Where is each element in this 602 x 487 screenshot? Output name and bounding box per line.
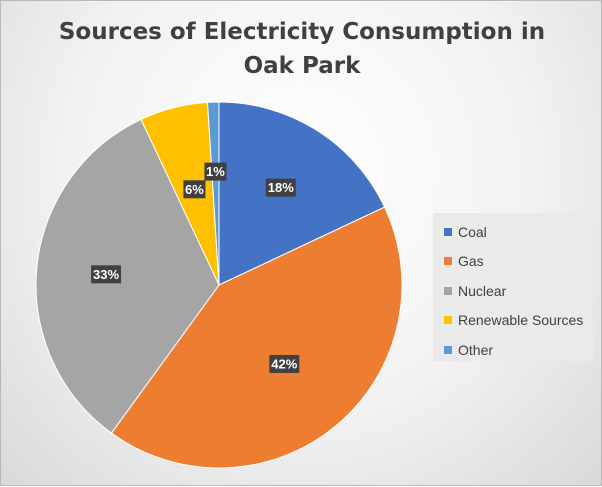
legend-swatch-gas (444, 257, 452, 266)
chart-title: Sources of Electricity Consumption in Oa… (1, 15, 602, 83)
pie-slice-other (206, 101, 220, 286)
legend-label-renewable-sources: Renewable Sources (458, 312, 584, 329)
svg-text:18%: 18% (268, 180, 294, 195)
data-label-renewable-sources: 6% (183, 180, 206, 199)
legend-swatch-coal (444, 227, 452, 236)
pie-slice-gas (110, 206, 403, 469)
legend-label-coal: Coal (458, 223, 487, 240)
chart-title-line-1: Sources of Electricity Consumption in (58, 19, 546, 45)
pie-slice-nuclear (35, 118, 220, 434)
legend-swatch-nuclear (444, 286, 452, 295)
data-label-coal: 18% (265, 178, 296, 197)
svg-text:42%: 42% (271, 356, 297, 371)
svg-text:1%: 1% (206, 164, 225, 179)
legend-item-gas: Gas (444, 247, 593, 277)
pie-slice-coal (218, 101, 386, 286)
legend-label-other: Other (458, 341, 494, 358)
legend-item-nuclear: Nuclear (444, 276, 593, 306)
legend-item-coal: Coal (444, 217, 593, 247)
data-label-nuclear: 33% (91, 265, 122, 284)
svg-text:6%: 6% (185, 182, 204, 197)
legend-swatch-renewable-sources (444, 316, 452, 325)
svg-text:33%: 33% (93, 267, 119, 282)
legend-swatch-other (444, 345, 452, 354)
chart-title-line-2: Oak Park (243, 53, 361, 79)
legend: Coal Gas Nuclear Renewable Sources Other (433, 213, 593, 361)
legend-label-nuclear: Nuclear (458, 282, 507, 299)
legend-item-other: Other (444, 335, 593, 365)
legend-label-gas: Gas (458, 253, 484, 270)
legend-item-renewable-sources: Renewable Sources (444, 306, 593, 336)
data-label-other: 1% (204, 162, 227, 181)
data-label-gas: 42% (269, 354, 300, 373)
